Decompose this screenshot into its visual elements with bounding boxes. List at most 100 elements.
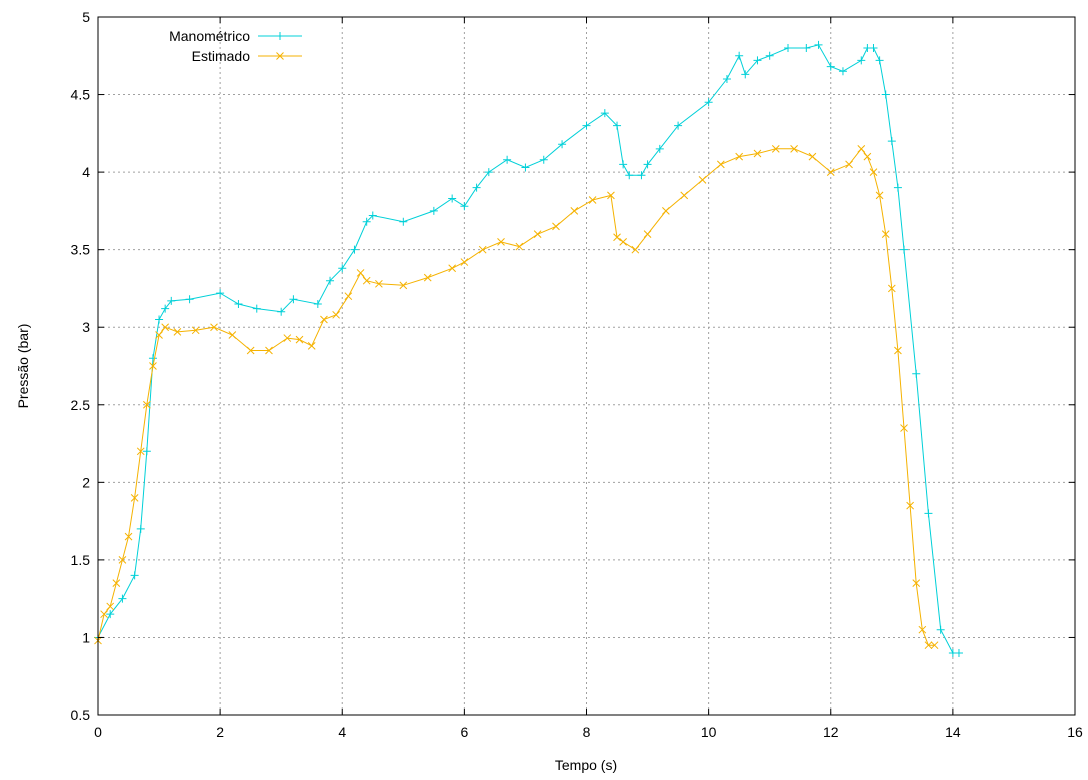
y-tick-label: 3.5 [71,242,91,258]
data-point [136,447,145,456]
x-tick-label: 10 [701,724,717,740]
data-point [625,171,634,180]
data-point [845,160,853,169]
data-point [368,211,377,220]
data-point [637,171,646,180]
data-point [375,279,383,288]
data-point [753,149,762,158]
data-point [283,334,292,342]
data-point [906,501,914,510]
data-point [320,315,328,324]
data-point [539,155,548,164]
data-point [533,230,542,239]
data-point [112,579,121,588]
data-point [826,62,835,71]
y-tick-label: 5 [82,9,90,25]
y-tick-label: 4.5 [71,87,91,103]
data-point [894,346,902,355]
data-point [216,289,225,298]
data-point [814,40,823,49]
data-point [924,641,933,650]
data-point [912,369,921,378]
data-point [478,245,487,254]
data-point [252,304,261,313]
y-tick-label: 1 [82,629,90,645]
data-point [887,284,896,293]
data-point [350,245,359,254]
data-point [918,625,927,634]
data-point [741,70,750,79]
data-point [362,276,371,285]
data-point [185,295,194,304]
y-tick-label: 0.5 [71,707,91,723]
x-tick-label: 6 [460,724,468,740]
series-line [97,147,935,646]
data-point [472,183,481,192]
data-point [295,335,304,344]
x-tick-label: 14 [945,724,961,740]
data-point [136,524,145,533]
data-point [503,155,512,164]
data-point [643,230,652,239]
data-point [716,160,725,169]
x-tick-label: 12 [823,724,839,740]
data-point [930,641,939,650]
data-point [808,152,817,161]
y-tick-label: 2 [82,474,90,490]
data-point [900,245,909,254]
y-tick-label: 3 [82,319,90,335]
data-point [289,295,298,304]
data-point [332,310,340,319]
data-point [900,424,908,432]
series-layer [94,40,963,657]
data-point [735,51,744,60]
data-point [631,245,640,254]
data-point [161,304,170,313]
data-point [448,264,457,273]
data-point [655,144,664,153]
data-point [423,273,432,282]
data-point [155,331,163,339]
data-point [276,52,284,60]
data-point [130,571,139,580]
x-tick-label: 4 [338,724,346,740]
data-point [936,625,945,634]
data-point [100,610,108,619]
x-tick-label: 2 [216,724,224,740]
data-point [118,594,127,603]
legend-label: Estimado [192,48,251,64]
data-point [149,362,157,370]
data-point [613,233,621,242]
data-point [771,144,780,153]
data-point [680,191,689,200]
legend-label: Manométrico [169,28,250,44]
data-point [869,44,878,53]
data-point [588,196,597,204]
data-point [582,121,591,130]
data-point [210,323,218,332]
data-point [338,264,347,273]
data-point [790,144,798,153]
data-point [460,202,469,211]
data-point [619,238,627,246]
data-point [106,610,115,619]
y-tick-label: 2.5 [71,397,91,413]
data-point [130,493,139,502]
data-point [753,56,762,65]
data-point [228,331,237,339]
data-point [148,354,157,363]
data-point [142,447,151,456]
data-point [838,67,847,76]
data-point [643,160,652,169]
data-point [307,341,316,350]
data-point [429,206,438,215]
data-point [362,217,371,226]
series-line [97,44,959,654]
data-point [826,168,835,176]
data-point [857,56,866,65]
data-point [765,51,774,60]
data-point [674,121,683,130]
y-axis-label: Pressão (bar) [15,324,31,409]
data-point [246,346,255,355]
